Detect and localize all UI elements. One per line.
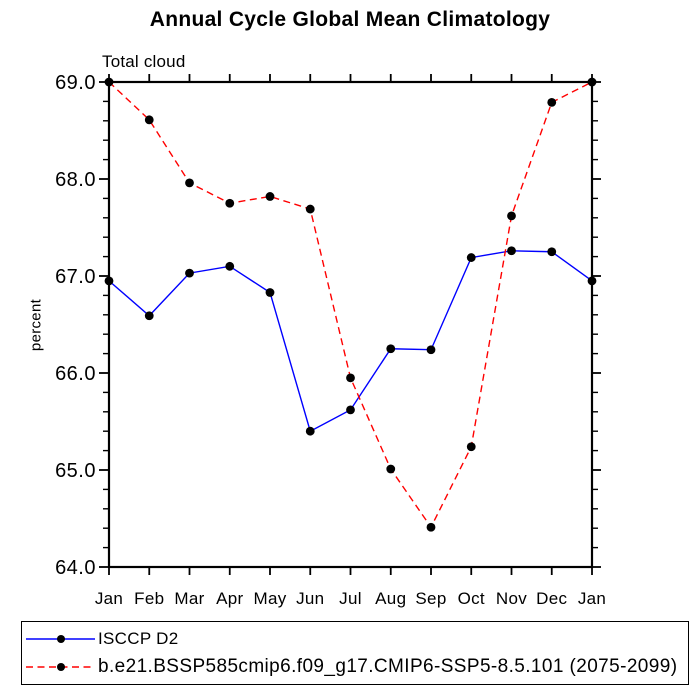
data-point-marker [144,115,154,125]
legend-item-isccp-d2: ISCCP D2 [25,628,179,650]
data-point-marker [305,426,315,436]
x-tick-label: Sep [415,589,446,608]
data-point-marker [265,288,275,297]
data-point-marker [587,77,597,87]
data-point-marker [185,268,194,278]
data-point-marker [185,178,194,188]
legend-marker-solid-line-dot-icon [26,635,95,643]
x-tick-label: Nov [496,589,527,608]
data-point-marker [426,522,436,532]
x-tick-label: Oct [458,589,485,608]
data-point-marker [426,345,436,355]
x-tick-label: Jan [578,589,606,608]
x-tick-label: Apr [216,589,243,608]
y-tick-label: 64.0 [55,557,96,579]
data-point-marker [507,211,516,221]
legend-label: b.e21.BSSP585cmip6.f09_g17.CMIP6-SSP5-8.… [98,656,678,677]
x-tick-label: Aug [375,589,406,608]
x-tick-label: Jul [339,589,362,608]
chart-subtitle: Total cloud [102,52,186,71]
data-point-marker [225,261,235,271]
legend-label: ISCCP D2 [98,629,179,648]
x-tick-label: Mar [174,589,204,608]
data-point-marker [466,442,476,452]
y-tick-label: 65.0 [55,460,96,482]
x-tick-label: May [253,589,286,608]
data-point-marker [305,204,315,214]
legend-marker-dashed-line-dot-icon [26,663,95,671]
data-point-marker [346,405,355,415]
series-line-ssp585 [108,81,593,529]
data-point-marker [547,247,557,257]
x-tick-label: Feb [134,589,164,608]
y-tick-label: 67.0 [55,266,96,288]
data-point-marker [144,311,154,321]
x-tick-label: Jun [296,589,324,608]
data-point-marker [466,253,476,262]
data-point-marker [265,192,275,201]
legend-item-ssp585: b.e21.BSSP585cmip6.f09_g17.CMIP6-SSP5-8.… [25,656,677,678]
page-title: Annual Cycle Global Mean Climatology [149,8,551,31]
data-point-marker [507,246,516,256]
data-point-marker [104,77,114,87]
y-tick-label: 66.0 [55,363,96,385]
series-line-isccp-d2 [108,250,593,433]
data-point-marker [346,373,355,383]
data-point-marker [225,198,235,208]
data-point-marker [104,276,114,286]
y-tick-label: 69.0 [55,72,96,94]
x-tick-label: Dec [536,589,567,608]
data-point-marker [587,276,597,286]
plot-area: Jan Feb Mar Apr May Jun Jul Aug Sep Oct Nov Dec Jan 6… [55,72,606,608]
data-point-marker [386,344,396,354]
legend-box: ISCCP D2 b.e21.BSSP585cmip6.f09_g17.CMIP… [21,621,689,685]
data-point-marker [386,464,396,474]
axis-frame [107,80,594,569]
y-tick-label: 68.0 [55,169,96,191]
data-point-marker [547,97,557,107]
x-tick-label: Jan [95,589,123,608]
